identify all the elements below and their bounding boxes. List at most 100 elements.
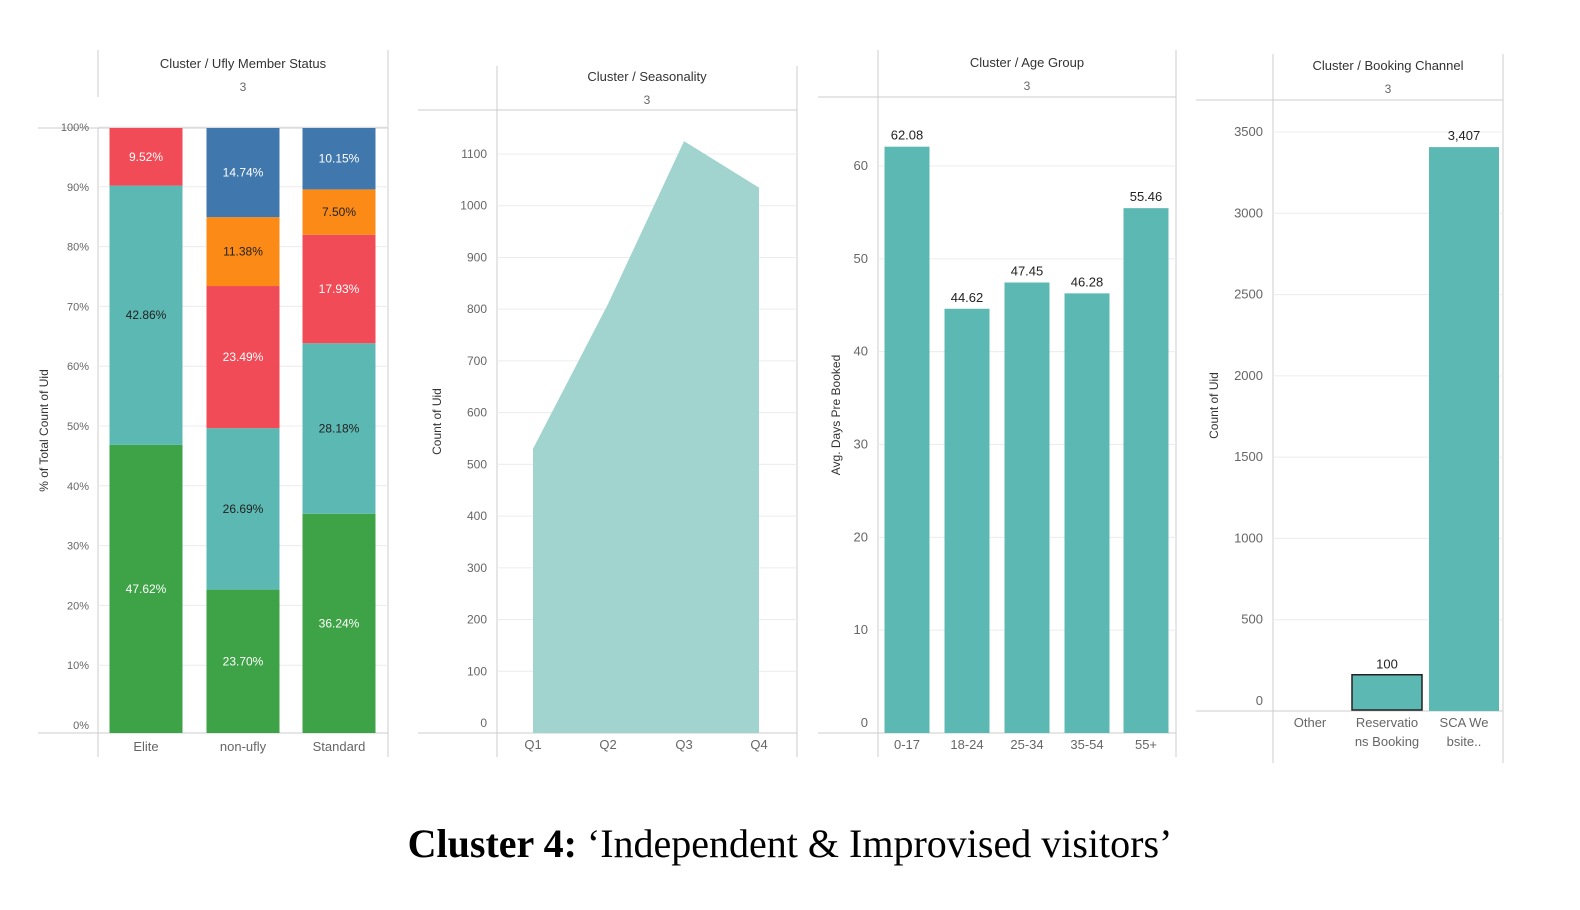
chart-subtitle: 3 [240, 80, 247, 94]
y-tick-label: 2500 [1234, 287, 1263, 302]
bar [1123, 208, 1169, 733]
y-axis-label: % of Total Count of Uid [37, 369, 51, 492]
y-tick-label: 3500 [1234, 124, 1263, 139]
data-label: 10.15% [319, 152, 360, 166]
y-axis-label: Count of Uid [1207, 372, 1221, 439]
y-axis-label: Count of Uid [430, 388, 444, 455]
y-tick-label: 10% [67, 660, 89, 672]
stacked-bar-segment [206, 286, 280, 429]
y-axis-label: Avg. Days Pre Booked [829, 355, 843, 476]
data-label: 17.93% [319, 282, 360, 296]
bar [944, 308, 990, 733]
data-label: 44.62 [951, 290, 984, 305]
y-tick-label: 400 [467, 509, 487, 523]
x-tick-label: SCA We [1440, 715, 1489, 730]
stacked-bar-segment [109, 128, 183, 186]
y-tick-label: 2000 [1234, 368, 1263, 383]
data-label: 47.62% [126, 582, 167, 596]
chart-title: Cluster / Seasonality [587, 69, 707, 84]
bar [1351, 673, 1423, 711]
y-tick-label: 100% [61, 122, 89, 134]
x-tick-label: Reservatio [1356, 715, 1418, 730]
x-tick-label: Standard [313, 739, 366, 754]
caption-label: Cluster 4: [407, 821, 577, 866]
y-tick-label: 10 [854, 622, 868, 637]
chart-subtitle: 3 [644, 93, 651, 107]
data-label: 9.52% [129, 150, 163, 164]
data-label: 23.49% [223, 350, 264, 364]
x-tick-label: Q1 [524, 737, 541, 752]
y-tick-label: 3000 [1234, 205, 1263, 220]
data-label: 7.50% [322, 205, 356, 219]
dashboard-charts: Cluster / Ufly Member Status 3 % of Total … [37, 50, 1504, 763]
area-series [533, 141, 759, 734]
y-tick-label: 30 [854, 437, 868, 452]
y-tick-label: 0 [1256, 693, 1263, 708]
x-tick-label: Other [1294, 715, 1327, 730]
stacked-bar-segment [302, 128, 376, 190]
chart-title: Cluster / Ufly Member Status [160, 56, 327, 71]
data-label: 23.70% [223, 654, 264, 668]
y-tick-label: 20% [67, 600, 89, 612]
y-tick-label: 40 [854, 344, 868, 359]
stacked-bar-segment [206, 217, 280, 287]
x-tick-label: 25-34 [1010, 737, 1043, 752]
y-tick-label: 800 [467, 302, 487, 316]
bar [1429, 147, 1499, 711]
x-tick-label: 35-54 [1070, 737, 1103, 752]
y-tick-label: 70% [67, 301, 89, 313]
data-label: 62.08 [891, 128, 924, 143]
y-tick-label: 40% [67, 481, 89, 493]
x-tick-label: non-ufly [220, 739, 267, 754]
y-tick-label: 1000 [460, 199, 487, 213]
x-tick-label: 55+ [1135, 737, 1157, 752]
data-label: 14.74% [223, 166, 264, 180]
y-tick-label: 1000 [1234, 530, 1263, 545]
chart-subtitle: 3 [1385, 82, 1392, 96]
y-tick-label: 20 [854, 529, 868, 544]
stacked-bar-segment [109, 185, 183, 445]
chart-subtitle: 3 [1024, 79, 1031, 93]
bar [1004, 282, 1050, 733]
data-label: 42.86% [126, 308, 167, 322]
data-label: 28.18% [319, 422, 360, 436]
chart-title: Cluster / Booking Channel [1312, 58, 1463, 73]
y-tick-label: 500 [467, 457, 487, 471]
stacked-bar-segment [302, 343, 376, 514]
y-tick-label: 80% [67, 242, 89, 254]
y-tick-label: 600 [467, 406, 487, 420]
y-tick-label: 300 [467, 561, 487, 575]
y-tick-label: 1100 [461, 147, 487, 161]
chart-title: Cluster / Age Group [970, 55, 1084, 70]
y-tick-label: 0 [480, 716, 487, 730]
data-label: 46.28 [1071, 274, 1104, 289]
y-tick-label: 30% [67, 541, 89, 553]
stacked-bar-segment [206, 589, 280, 733]
y-tick-label: 90% [67, 182, 89, 194]
stacked-bar-segment [302, 189, 376, 235]
x-tick-label: Q4 [750, 737, 767, 752]
x-tick-label: Q2 [599, 737, 616, 752]
data-label: 100 [1376, 657, 1398, 672]
y-tick-label: 1500 [1234, 449, 1263, 464]
y-tick-label: 200 [467, 613, 487, 627]
y-tick-label: 60% [67, 361, 89, 373]
y-tick-label: 900 [467, 250, 487, 264]
y-tick-label: 60 [854, 158, 868, 173]
y-tick-label: 50% [67, 421, 89, 433]
y-tick-label: 0% [73, 720, 89, 732]
x-tick-label: Q3 [675, 737, 692, 752]
data-label: 11.38% [223, 245, 263, 259]
x-tick-label: 18-24 [950, 737, 983, 752]
x-tick-label: ns Booking [1355, 734, 1419, 749]
stacked-bar-segment [109, 444, 183, 733]
data-label: 55.46 [1130, 189, 1163, 204]
bar [884, 146, 930, 733]
data-label: 3,407 [1448, 128, 1481, 143]
figure-caption: Cluster 4: ‘Independent & Improvised vis… [0, 820, 1580, 867]
stacked-bar-segment [206, 128, 280, 218]
stacked-bar-segment [302, 234, 376, 344]
data-label: 26.69% [223, 502, 264, 516]
x-tick-label: Elite [133, 739, 158, 754]
stacked-bar-segment [302, 513, 376, 733]
